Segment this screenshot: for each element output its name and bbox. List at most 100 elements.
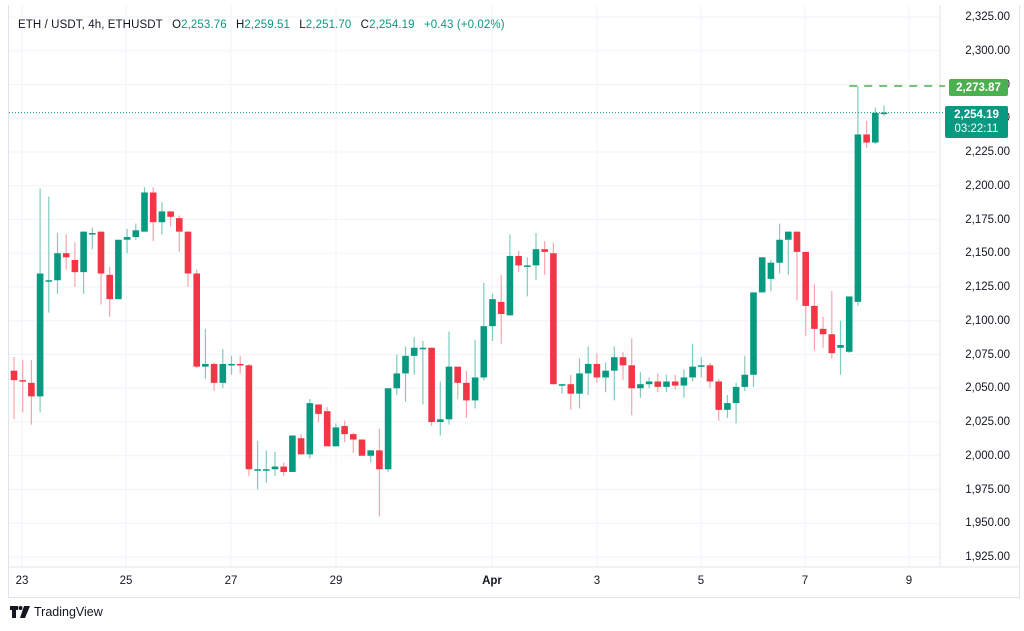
candle — [524, 265, 531, 267]
candle — [132, 230, 140, 238]
candle — [271, 466, 279, 470]
price-tick-label: 2,300.00 — [965, 44, 1010, 57]
candle — [62, 253, 70, 258]
candle — [550, 253, 557, 385]
candle — [358, 439, 366, 456]
bar-countdown: 03:22:11 — [954, 123, 999, 135]
price-tick-label: 1,975.00 — [965, 483, 1010, 496]
candle — [236, 363, 244, 366]
close-value: 2,254.19 — [369, 19, 415, 31]
price-tick-label: 2,125.00 — [965, 281, 1010, 293]
candle — [280, 466, 287, 472]
symbol-name[interactable]: ETH / USDT, 4h, ETHUSDT — [18, 19, 163, 31]
candle — [593, 363, 601, 378]
candle — [776, 239, 783, 263]
candle — [297, 438, 305, 455]
high-value: 2,259.51 — [244, 19, 290, 31]
price-tick-label: 2,100.00 — [965, 314, 1010, 327]
candle — [463, 382, 470, 401]
candle — [637, 384, 644, 389]
candle — [193, 273, 200, 367]
change-value: +0.43 (+0.02%) — [423, 19, 505, 31]
candle — [263, 469, 270, 471]
chart-frame — [8, 5, 1020, 598]
candle — [602, 370, 609, 378]
candle — [176, 218, 183, 232]
candle — [158, 211, 166, 223]
candle — [793, 231, 801, 252]
candle — [558, 384, 566, 386]
time-tick-label: Apr — [482, 575, 502, 587]
candle — [402, 355, 409, 374]
candle — [698, 365, 705, 367]
candle — [715, 381, 722, 410]
candle — [210, 363, 218, 383]
candle — [341, 426, 348, 435]
open-value: 2,253.76 — [181, 19, 227, 31]
candle — [315, 404, 322, 414]
price-tick-label: 2,175.00 — [965, 213, 1010, 226]
candle — [515, 255, 522, 266]
candle — [219, 363, 227, 383]
candle — [880, 112, 888, 115]
candle — [567, 384, 575, 394]
candle — [611, 357, 618, 371]
candle — [802, 251, 809, 306]
candle — [54, 253, 61, 281]
price-overlays — [9, 85, 945, 114]
candle — [863, 134, 870, 143]
price-tick-label: 2,150.00 — [965, 247, 1010, 260]
candle — [350, 434, 357, 440]
price-tick-label: 2,000.00 — [965, 449, 1010, 462]
candle — [97, 231, 105, 274]
candle — [254, 469, 261, 471]
candle — [584, 363, 592, 374]
candle — [419, 347, 427, 350]
candle — [497, 301, 505, 314]
candle — [680, 377, 688, 386]
candle — [141, 192, 148, 232]
candle — [10, 370, 18, 381]
candle — [36, 273, 44, 397]
tradingview-branding[interactable]: TradingView — [10, 605, 103, 619]
candle — [289, 435, 296, 472]
tradingview-logo-icon — [10, 606, 30, 618]
grid-lines — [9, 5, 940, 567]
candle — [689, 366, 696, 378]
candle — [332, 427, 340, 447]
candle — [123, 237, 131, 240]
brand-name: TradingView — [34, 605, 103, 619]
price-tick-label: 2,325.00 — [965, 11, 1010, 23]
candle — [115, 239, 122, 300]
candle — [654, 381, 662, 387]
high-price-tag: 2,273.87 — [949, 79, 1008, 96]
candle — [28, 382, 35, 397]
candles — [10, 86, 888, 517]
candle — [106, 274, 113, 300]
candle — [837, 345, 844, 348]
candle — [828, 334, 836, 354]
time-tick-label: 9 — [905, 575, 913, 587]
candle — [619, 357, 627, 366]
candle — [758, 257, 766, 293]
candle — [19, 380, 26, 382]
price-tick-label: 2,075.00 — [965, 348, 1010, 361]
candle — [410, 347, 418, 356]
candle — [741, 374, 749, 387]
candle — [732, 386, 740, 404]
price-tick-label: 2,225.00 — [965, 146, 1010, 158]
candle — [437, 419, 444, 422]
candle — [80, 231, 87, 273]
last-price-tag: 2,254.19 03:22:11 — [945, 106, 1008, 138]
candle — [471, 377, 479, 401]
candle — [89, 233, 96, 235]
price-tick-label: 1,950.00 — [965, 517, 1010, 530]
candle — [428, 347, 435, 422]
time-tick-label: 7 — [801, 575, 809, 587]
time-tick-label: 29 — [329, 575, 343, 587]
time-tick-label: 23 — [15, 575, 29, 587]
candle — [454, 366, 461, 383]
candle — [376, 450, 383, 470]
candle — [489, 299, 496, 327]
